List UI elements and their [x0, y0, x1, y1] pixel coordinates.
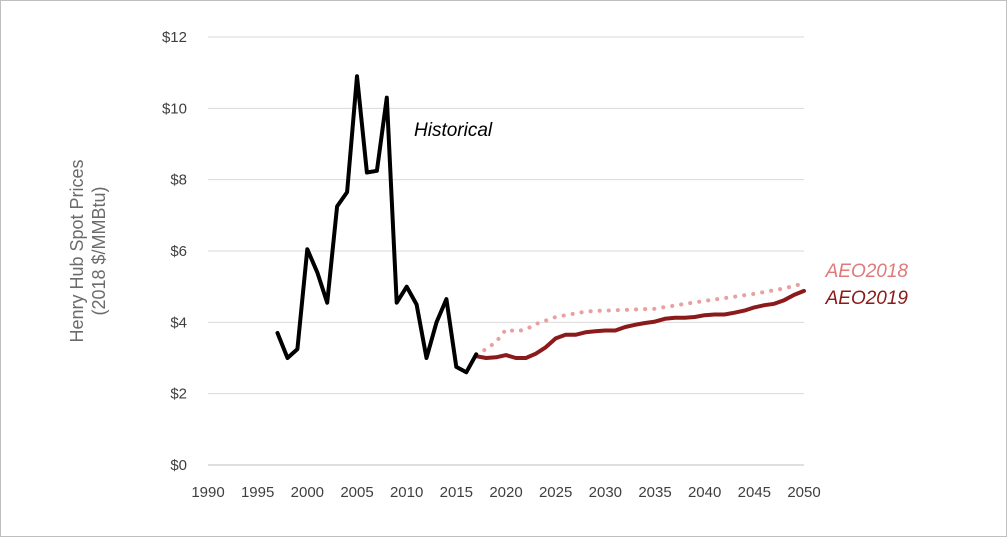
x-axis-ticks: 1990 1995 2000 2005 2010 2015 2020 2025 2030 2035…: [191, 484, 820, 501]
annotation-aeo2019: AEO2019: [825, 288, 909, 309]
series-lines: [275, 74, 806, 375]
x-tick-label: 2000: [291, 484, 324, 501]
y-tick-label: $0: [170, 457, 187, 474]
x-tick-label: 2030: [589, 484, 622, 501]
series-line-aeo2018: [474, 281, 806, 357]
annotations: Historical AEO2018 AEO2019: [414, 120, 908, 309]
x-tick-label: 2025: [539, 484, 572, 501]
x-tick-label: 2010: [390, 484, 423, 501]
y-axis-label-line1: Henry Hub Spot Prices: [67, 159, 87, 342]
series-line-historical: [275, 74, 479, 375]
x-tick-label: 2035: [638, 484, 671, 501]
y-tick-label: $10: [162, 100, 187, 117]
y-axis-ticks: $0 $2 $4 $6 $8 $10 $12: [162, 29, 187, 474]
x-tick-label: 2015: [440, 484, 473, 501]
x-tick-label: 2045: [738, 484, 771, 501]
y-tick-label: $2: [170, 386, 187, 403]
x-tick-label: 2040: [688, 484, 721, 501]
annotation-historical: Historical: [414, 120, 493, 141]
x-tick-label: 2005: [340, 484, 373, 501]
y-tick-label: $12: [162, 29, 187, 46]
y-tick-label: $6: [170, 243, 187, 260]
y-tick-label: $8: [170, 172, 187, 189]
x-tick-label: 2020: [489, 484, 522, 501]
annotation-aeo2018: AEO2018: [825, 261, 909, 282]
x-tick-label: 1990: [191, 484, 224, 501]
x-tick-label: 2050: [787, 484, 820, 501]
series-line-aeo2019: [474, 288, 806, 360]
x-tick-label: 1995: [241, 484, 274, 501]
y-tick-label: $4: [170, 314, 187, 331]
y-axis-label-line2: (2018 $/MMBtu): [89, 186, 109, 315]
